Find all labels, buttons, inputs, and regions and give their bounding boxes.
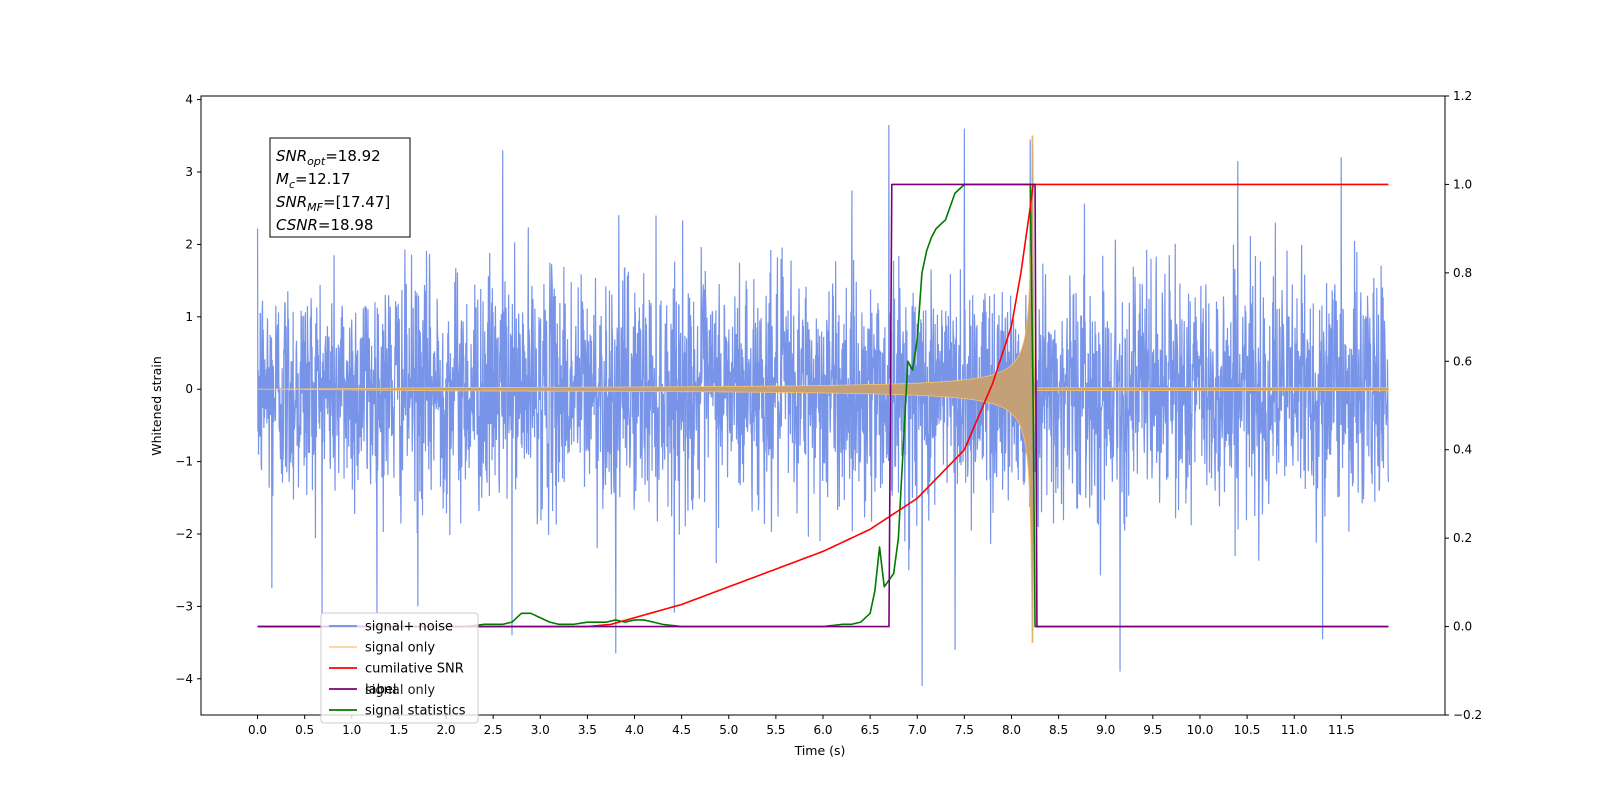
y2-tick-label: 1.0 xyxy=(1453,177,1472,191)
y-axis-right: −0.2 0.0 0.2 0.4 0.6 0.8 1.0 1.2 xyxy=(1445,89,1482,722)
x-tick-label: 4.0 xyxy=(625,723,644,737)
x-tick-label: 6.0 xyxy=(813,723,832,737)
x-tick-label: 8.0 xyxy=(1002,723,1021,737)
y-tick-label: 0 xyxy=(185,382,193,396)
legend: signal only signal+ noise signal only cumil… xyxy=(320,612,479,724)
line-layer xyxy=(257,183,1389,628)
x-axis-label: Time (s) xyxy=(794,743,846,758)
series-signal-statistics xyxy=(257,183,1389,628)
noise-layer xyxy=(256,124,1390,687)
y-tick-label: −2 xyxy=(175,527,193,541)
legend-label: signal only xyxy=(365,641,435,656)
legend-label: signal+ noise xyxy=(365,620,453,635)
y2-tick-label: 1.2 xyxy=(1453,89,1472,103)
x-tick-label: 8.5 xyxy=(1049,723,1068,737)
y2-tick-label: 0.0 xyxy=(1453,620,1472,634)
legend-label: signal statistics xyxy=(365,704,466,719)
series-label xyxy=(257,183,1389,628)
y2-tick-label: 0.4 xyxy=(1453,443,1472,457)
x-tick-label: 5.5 xyxy=(766,723,785,737)
y-tick-label: −3 xyxy=(175,599,193,613)
x-tick-label: 0.0 xyxy=(248,723,267,737)
annotation-line: SNRMF=[17.47] xyxy=(276,193,390,214)
y2-tick-label: 0.8 xyxy=(1453,266,1472,280)
series-signal-noise xyxy=(256,124,1390,687)
x-tick-label: 1.5 xyxy=(389,723,408,737)
x-tick-label: 11.0 xyxy=(1281,723,1308,737)
y-tick-label: 4 xyxy=(185,93,193,107)
y-tick-label: 3 xyxy=(185,165,193,179)
y2-tick-label: 0.2 xyxy=(1453,531,1472,545)
series-signal-only xyxy=(257,135,1389,643)
x-tick-label: 9.5 xyxy=(1143,723,1162,737)
y2-tick-label: −0.2 xyxy=(1453,708,1482,722)
x-tick-label: 7.0 xyxy=(908,723,927,737)
legend-ghost-text: signal only xyxy=(365,683,435,698)
annotation-line: SNRopt=18.92 xyxy=(276,147,381,168)
x-tick-label: 6.5 xyxy=(861,723,880,737)
chirp-layer xyxy=(257,135,1389,643)
plot-area xyxy=(256,124,1390,687)
y-tick-label: 1 xyxy=(185,310,193,324)
legend-frame xyxy=(320,612,479,724)
x-tick-label: 5.0 xyxy=(719,723,738,737)
annotation-line: CSNR=18.98 xyxy=(276,216,373,234)
y-axis-left: −4 −3 −2 −1 0 1 2 3 4 xyxy=(175,93,201,686)
series-cumilative-snr xyxy=(257,183,1389,628)
x-tick-label: 7.5 xyxy=(955,723,974,737)
x-tick-label: 11.5 xyxy=(1328,723,1355,737)
y2-tick-label: 0.6 xyxy=(1453,354,1472,368)
legend-label: cumilative SNR xyxy=(365,662,464,677)
x-tick-label: 10.0 xyxy=(1187,723,1214,737)
x-tick-label: 2.0 xyxy=(436,723,455,737)
x-tick-label: 0.5 xyxy=(295,723,314,737)
annotation-line: Mc=12.17 xyxy=(276,170,351,191)
x-tick-label: 3.5 xyxy=(578,723,597,737)
x-tick-label: 1.0 xyxy=(342,723,361,737)
annotation-frame xyxy=(269,137,411,238)
legend-label: label xyxy=(365,683,396,698)
x-tick-label: 2.5 xyxy=(484,723,503,737)
y-tick-label: −4 xyxy=(175,672,193,686)
x-axis: 0.0 0.5 1.0 1.5 2.0 2.5 3.0 3.5 4.0 4.5 5.0 5.5 6.0 6… xyxy=(248,715,1355,737)
x-tick-label: 10.5 xyxy=(1234,723,1261,737)
x-tick-label: 3.0 xyxy=(531,723,550,737)
y-axis-label: Whitened strain xyxy=(149,356,164,455)
x-tick-label: 9.0 xyxy=(1096,723,1115,737)
x-tick-label: 4.5 xyxy=(672,723,691,737)
y-tick-label: 2 xyxy=(185,237,193,251)
y-tick-label: −1 xyxy=(175,455,193,469)
